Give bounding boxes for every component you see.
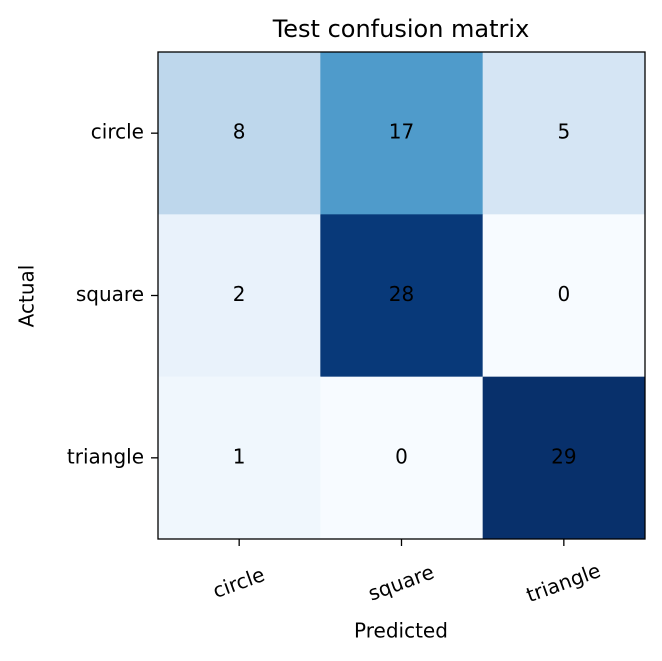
y-tick-label: circle	[91, 120, 144, 144]
cell-label: 8	[233, 120, 246, 144]
cell	[320, 376, 484, 540]
x-tick-label: circle	[210, 562, 268, 603]
cell	[158, 214, 321, 378]
cell	[320, 52, 484, 215]
x-axis-label: Predicted	[354, 619, 448, 643]
cell	[158, 52, 321, 215]
cell-label: 0	[557, 282, 570, 306]
cell-label: 0	[395, 444, 408, 468]
cell-label: 29	[551, 444, 576, 468]
cell	[320, 214, 484, 378]
y-tick-label: square	[76, 282, 144, 306]
cell-label: 1	[233, 444, 246, 468]
x-tick-label: square	[365, 560, 437, 606]
cell-label: 28	[389, 282, 414, 306]
cell-label: 5	[557, 120, 570, 144]
x-tick-label: triangle	[523, 558, 604, 607]
y-tick-label: triangle	[67, 444, 144, 468]
cell	[482, 52, 646, 215]
cell-label: 2	[233, 282, 246, 306]
cell	[482, 376, 646, 540]
cell	[158, 376, 321, 540]
cell-label: 17	[389, 120, 414, 144]
y-axis-label: Actual	[15, 265, 39, 328]
cell	[482, 214, 646, 378]
chart-title: Test confusion matrix	[272, 15, 530, 43]
